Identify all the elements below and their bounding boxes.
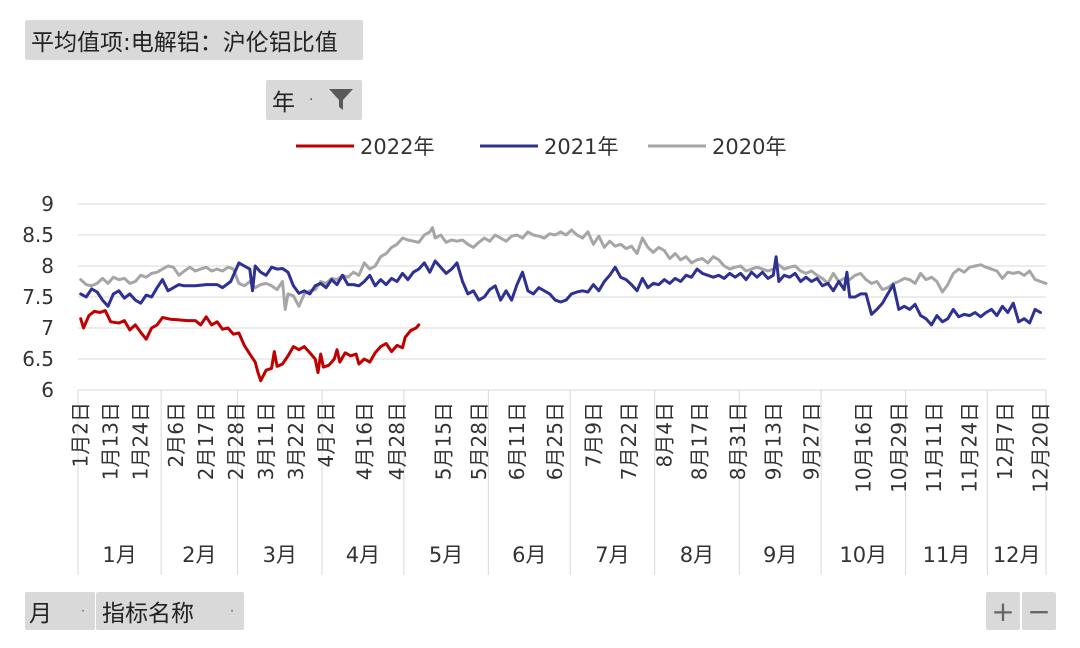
x-tick-label: 11月24日 [958,402,982,493]
month-field-button[interactable]: 月 · [25,592,95,630]
field-title-label: 平均值项:电解铝：沪伦铝比值 [31,30,338,56]
x-tick-label: 8月17日 [688,402,712,480]
month-label: 8月 [680,543,714,567]
indicator-field-label: 指标名称 [102,601,194,627]
y-axis: 6 6.5 7 7.5 8 8.5 9 [22,192,54,402]
x-tick-label: 1月2日 [69,402,93,467]
month-label: 12月 [993,543,1041,567]
month-label: 11月 [923,543,971,567]
y-tick-label: 7.5 [22,285,54,309]
x-tick-label: 5月15日 [431,402,455,480]
x-tick-label: 7月22日 [617,402,641,480]
x-tick-label: 2月17日 [194,402,218,480]
month-label: 3月 [263,543,297,567]
x-tick-label: 1月24日 [129,402,153,480]
month-label: 10月 [839,543,887,567]
funnel-icon [329,89,353,110]
x-tick-label: 8月4日 [652,402,676,467]
series-line-1 [79,255,1042,327]
month-label: 9月 [763,543,797,567]
field-title[interactable]: 平均值项:电解铝：沪伦铝比值 [25,20,363,60]
x-tick-label: 2月28日 [224,402,248,480]
x-tick-label: 2月6日 [164,402,188,467]
indicator-field-button[interactable]: 指标名称 · [96,592,244,630]
minus-icon: − [1027,594,1051,628]
expand-button[interactable]: + [986,592,1020,630]
x-tick-label: 6月25日 [543,402,567,480]
x-tick-label: 8月31日 [726,402,750,480]
month-label: 7月 [595,543,629,567]
dropdown-dot-icon: · [230,604,234,618]
x-tick-label: 9月27日 [799,402,823,480]
collapse-button[interactable]: − [1022,592,1056,630]
month-label: 4月 [346,543,380,567]
x-tick-label: 3月11日 [254,402,278,480]
y-tick-label: 6 [41,378,54,402]
x-tick-label: 9月13日 [761,402,785,480]
series-lines [79,226,1048,383]
y-tick-label: 8.5 [22,223,54,247]
year-filter-button[interactable]: 年 · [266,80,362,120]
x-tick-label: 4月2日 [314,402,338,467]
month-label: 5月 [429,543,463,567]
x-tick-label: 3月22日 [284,402,308,480]
x-tick-label: 10月16日 [851,402,875,493]
plus-icon: + [991,594,1015,628]
x-tick-label: 11月11日 [922,402,946,493]
legend: 2022年 2021年 2020年 [296,135,786,159]
y-tick-label: 8 [41,254,54,278]
x-tick-label: 5月28日 [467,402,491,480]
y-tick-label: 7 [41,316,54,340]
month-field-label: 月 [29,601,52,627]
x-tick-label: 7月9日 [581,402,605,467]
legend-label: 2021年 [544,135,618,159]
dropdown-dot-icon: · [81,604,85,618]
series-line-0 [79,309,421,383]
x-tick-label: 6月11日 [505,402,529,480]
x-tick-label: 4月16日 [352,402,376,480]
y-tick-label: 6.5 [22,347,54,371]
dot-icon: · [309,92,314,108]
y-tick-label: 9 [41,192,54,216]
month-label: 2月 [182,543,216,567]
month-label: 1月 [102,543,136,567]
x-tick-label: 4月28日 [385,402,409,480]
x-axis: 1月 2月 3月 4月 5月 6月 7月 8月 9月 10月 11月 12月 1月2日 1月13日 1月24… [69,390,1053,575]
legend-label: 2022年 [360,135,434,159]
gridlines [78,203,1046,391]
x-tick-label: 10月29日 [887,402,911,493]
x-tick-label: 12月7日 [993,402,1017,480]
x-tick-label: 12月20日 [1029,402,1053,493]
series-line-2 [79,226,1048,311]
year-filter-label: 年 [272,90,295,116]
x-tick-label: 1月13日 [99,402,123,480]
month-label: 6月 [512,543,546,567]
legend-label: 2020年 [712,135,786,159]
